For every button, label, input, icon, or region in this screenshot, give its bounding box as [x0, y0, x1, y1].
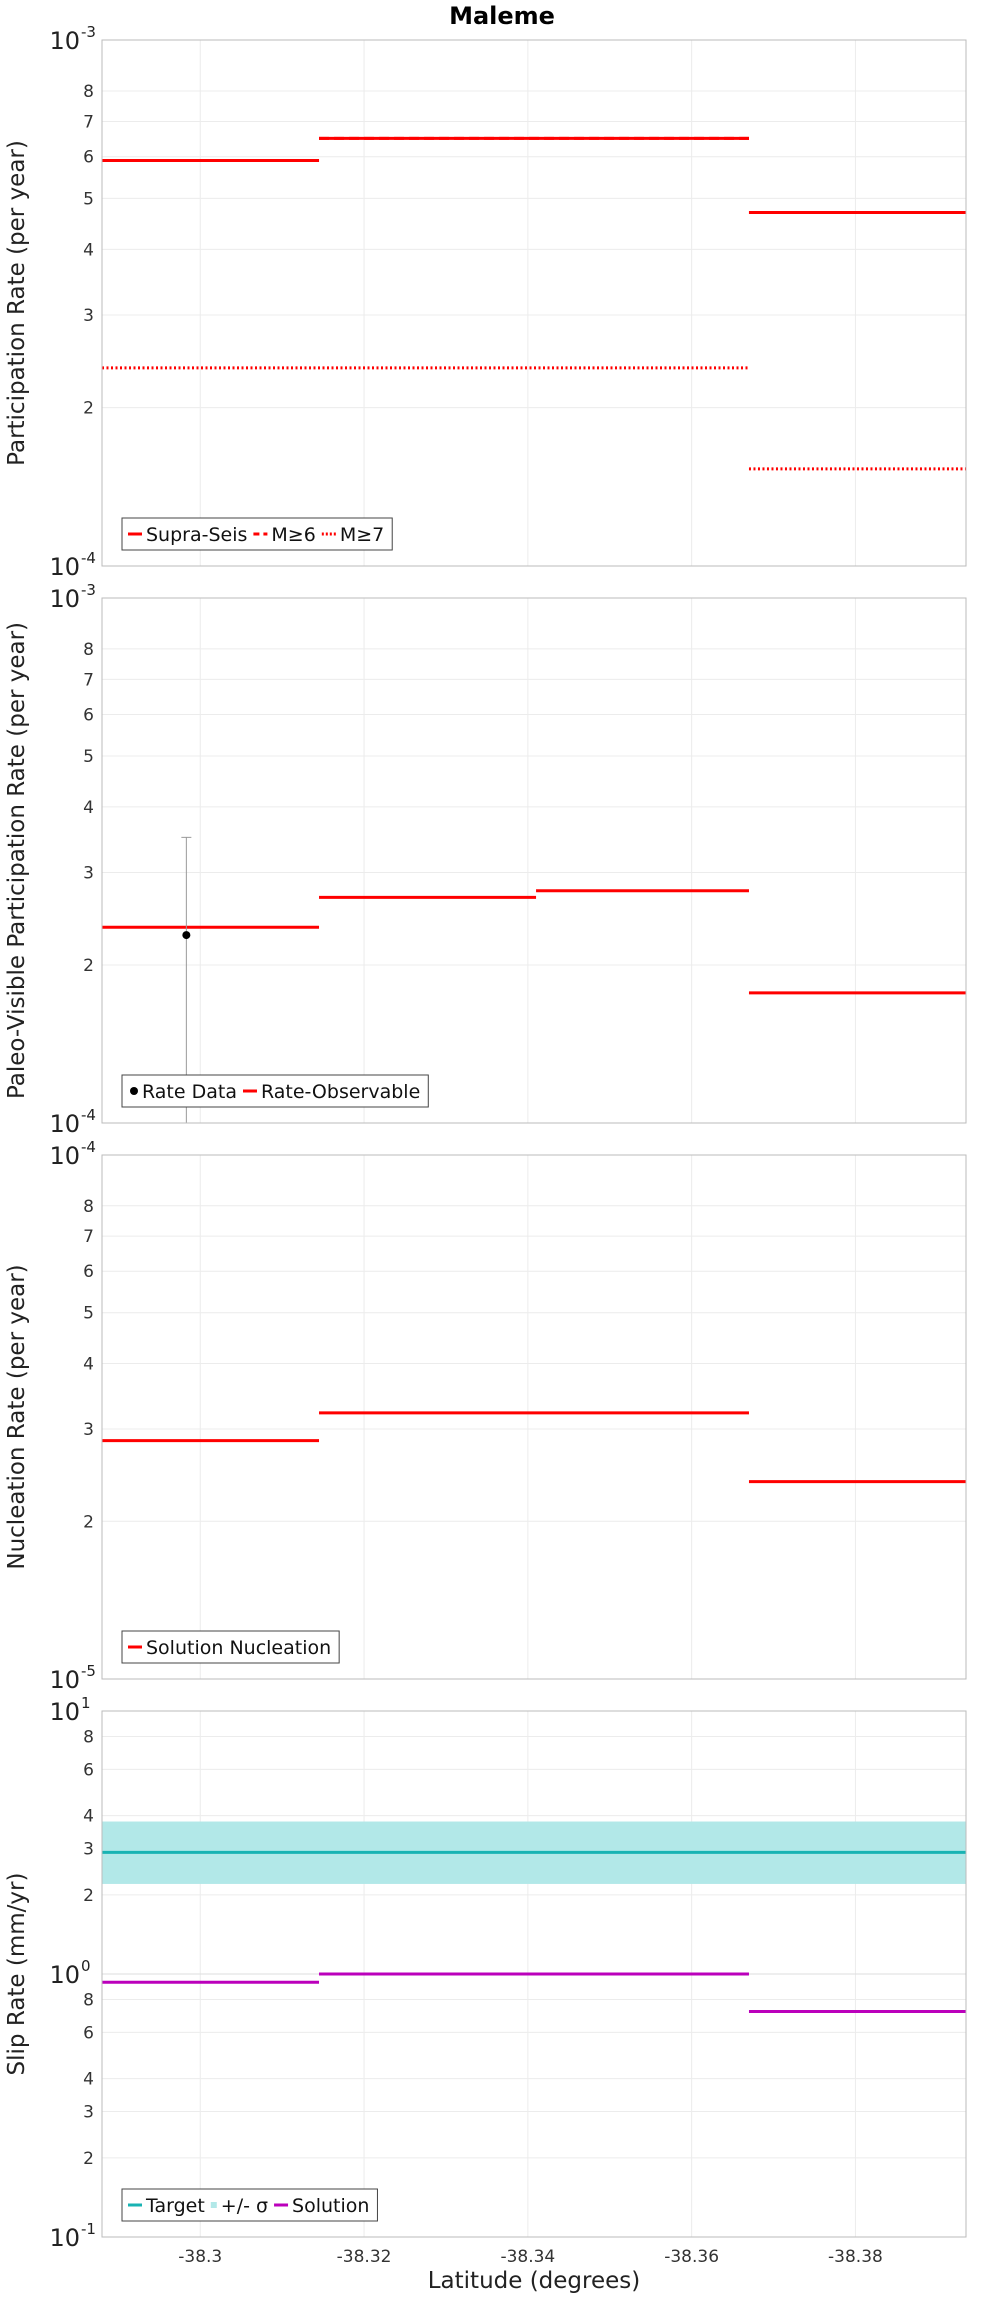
y-decade-exponent: -3: [81, 23, 96, 41]
y-decade-label: 10: [49, 585, 80, 613]
y-decade-exponent: -1: [81, 2220, 96, 2238]
x-axis-title: Latitude (degrees): [428, 2268, 641, 2294]
y-tick-label: 6: [83, 705, 94, 725]
plot-area: [102, 1155, 966, 1679]
x-tick-label: -38.36: [664, 2247, 719, 2267]
y-tick-label: 7: [83, 112, 94, 132]
y-tick-label: 4: [83, 1807, 94, 1827]
x-tick-label: -38.34: [500, 2247, 555, 2267]
y-tick-label: 5: [83, 1304, 94, 1324]
y-decade-exponent: -4: [81, 549, 96, 567]
legend-box: [121, 1074, 429, 1108]
y-tick-label: 8: [83, 1197, 94, 1217]
y-tick-label: 7: [83, 1227, 94, 1247]
x-tick-label: -38.3: [178, 2247, 222, 2267]
y-tick-label: 2: [83, 399, 94, 419]
y-tick-label: 4: [83, 240, 94, 260]
y-decade-label: 10: [49, 1698, 80, 1726]
y-tick-label: 5: [83, 747, 94, 767]
y-decade-exponent: 0: [81, 1957, 91, 1975]
y-tick-label: 2: [83, 2149, 94, 2169]
y-decade-exponent: -4: [81, 1138, 96, 1156]
legend-marker: [130, 1087, 138, 1095]
y-tick-label: 6: [83, 148, 94, 168]
y-tick-label: 5: [83, 189, 94, 209]
y-decade-exponent: -5: [81, 1662, 96, 1680]
x-tick-label: -38.38: [828, 2247, 883, 2267]
y-axis-title: Paleo-Visible Participation Rate (per ye…: [4, 622, 30, 1099]
legend-label: Rate Data: [142, 1081, 237, 1103]
y-tick-label: 6: [83, 1262, 94, 1282]
legend-label: Supra-Seis: [146, 524, 247, 546]
x-tick-label: -38.32: [337, 2247, 392, 2267]
legend-label: Rate-Observable: [261, 1081, 420, 1103]
y-tick-label: 4: [83, 2070, 94, 2090]
plot-frame: [101, 1154, 967, 1680]
legend: Solution Nucleation: [121, 1630, 340, 1664]
y-tick-label: 2: [83, 956, 94, 976]
y-tick-label: 8: [83, 1990, 94, 2010]
legend-label: M≥6: [271, 524, 315, 546]
figure-title: Maleme: [449, 2, 555, 30]
legend-box: [121, 1630, 340, 1664]
legend-box: [121, 2188, 378, 2222]
plot-area: [102, 40, 966, 566]
plot-frame: [101, 39, 967, 567]
y-tick-label: 8: [83, 82, 94, 102]
y-tick-label: 4: [83, 1355, 94, 1375]
y-tick-label: 3: [83, 306, 94, 326]
y-tick-label: 2: [83, 1512, 94, 1532]
legend-label: M≥7: [340, 524, 384, 546]
y-tick-label: 3: [83, 1420, 94, 1440]
legend-label: +/- σ: [221, 2195, 268, 2217]
y-axis-title: Participation Rate (per year): [4, 140, 30, 466]
legend-label: Solution Nucleation: [146, 1637, 331, 1659]
y-decade-exponent: -3: [81, 581, 96, 599]
y-decade-label: 10: [49, 553, 80, 581]
legend: Target +/- σ Solution: [121, 2188, 378, 2222]
legend-marker: [210, 2202, 217, 2208]
y-tick-label: 2: [83, 1886, 94, 1906]
data-point: [182, 931, 191, 940]
y-decade-label: 10: [49, 27, 80, 55]
y-decade-label: 10: [49, 1110, 80, 1138]
y-decade-label: 10: [49, 1666, 80, 1694]
legend-label: Target: [145, 2195, 205, 2217]
y-tick-label: 8: [83, 1727, 94, 1747]
y-decade-label: 10: [49, 1142, 80, 1170]
y-decade-exponent: -4: [81, 1106, 96, 1124]
y-tick-label: 3: [83, 1840, 94, 1860]
plot-frame: [101, 1710, 967, 2238]
y-tick-label: 8: [83, 640, 94, 660]
plot-area: [102, 598, 966, 1123]
legend: Rate Data Rate-Observable: [121, 1074, 429, 1108]
y-axis-title: Nucleation Rate (per year): [4, 1264, 30, 1569]
y-tick-label: 7: [83, 670, 94, 690]
y-decade-label: 10: [49, 2224, 80, 2252]
y-tick-label: 3: [83, 2103, 94, 2123]
y-tick-label: 6: [83, 1760, 94, 1780]
y-tick-label: 4: [83, 798, 94, 818]
plot-frame: [101, 597, 967, 1124]
y-decade-label: 10: [49, 1961, 80, 1989]
legend-label: Solution: [292, 2195, 369, 2217]
y-decade-exponent: 1: [81, 1694, 91, 1712]
y-tick-label: 3: [83, 864, 94, 884]
legend: Supra-Seis M≥6 M≥7: [121, 517, 393, 551]
y-axis-title: Slip Rate (mm/yr): [4, 1873, 30, 2076]
y-tick-label: 6: [83, 2023, 94, 2043]
